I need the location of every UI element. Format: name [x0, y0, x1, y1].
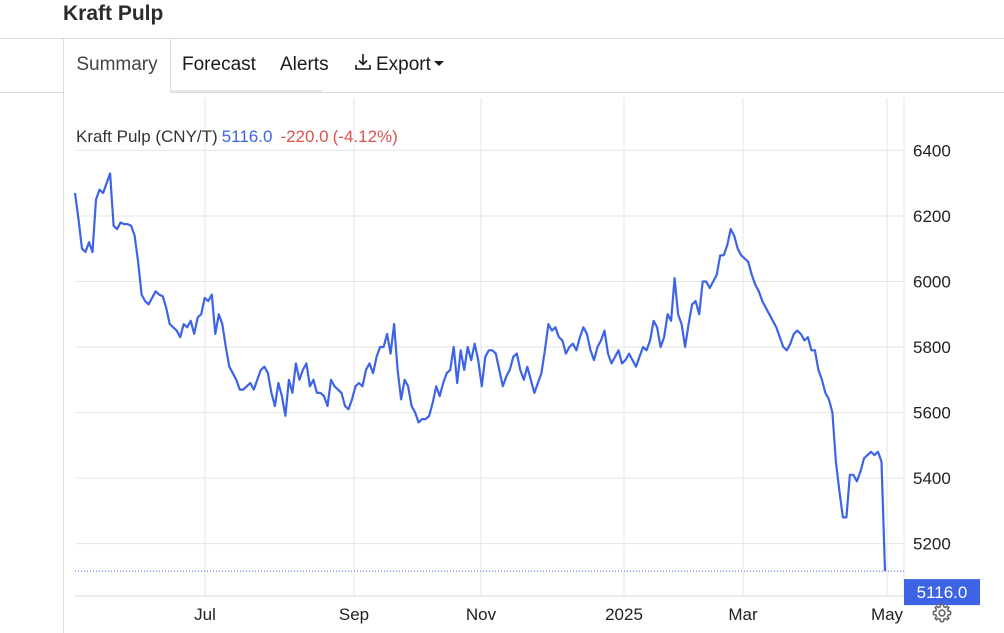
series-line[interactable]	[73, 172, 887, 572]
last-value-label: 5116.0	[917, 583, 968, 602]
last-value-badge	[904, 579, 980, 606]
legend-change: -220.0	[280, 127, 329, 146]
download-icon	[355, 54, 371, 70]
y-tick-label: 5400	[913, 469, 951, 488]
export-button[interactable]: Export	[352, 39, 444, 92]
y-tick-label: 5200	[913, 535, 951, 554]
chevron-down-icon	[433, 61, 444, 66]
y-tick-label: 5600	[913, 404, 951, 423]
tab-alerts[interactable]: Alerts	[280, 54, 329, 75]
x-tick-label: Nov	[466, 605, 497, 624]
tab-forecast[interactable]: Forecast	[182, 54, 256, 75]
gear-icon[interactable]	[931, 602, 953, 624]
tab-summary[interactable]: Summary	[63, 39, 171, 93]
x-tick-label: 2025	[605, 605, 643, 624]
x-tick-label: May	[871, 605, 904, 624]
x-tick-label: Sep	[339, 605, 369, 624]
y-tick-label: 6000	[913, 272, 951, 291]
tab-underline	[169, 90, 322, 92]
tab-bar: Summary Forecast Alerts Export	[0, 39, 1004, 93]
chart-legend: Kraft Pulp (CNY/T) 5116.0 -220.0 (-4.12%)	[76, 127, 398, 147]
legend-series-name: Kraft Pulp (CNY/T)	[76, 127, 218, 146]
x-tick-label: Jul	[194, 605, 216, 624]
title-divider	[0, 38, 1004, 39]
y-tick-label: 6200	[913, 207, 951, 226]
export-label: Export	[376, 54, 431, 75]
y-tick-label: 6400	[913, 141, 951, 160]
page-title: Kraft Pulp	[63, 2, 164, 25]
chart-left-border	[63, 92, 64, 633]
legend-change-percent: (-4.12%)	[332, 127, 398, 146]
legend-last-price: 5116.0	[221, 127, 273, 146]
x-tick-label: Mar	[728, 605, 758, 624]
y-tick-label: 5800	[913, 338, 951, 357]
